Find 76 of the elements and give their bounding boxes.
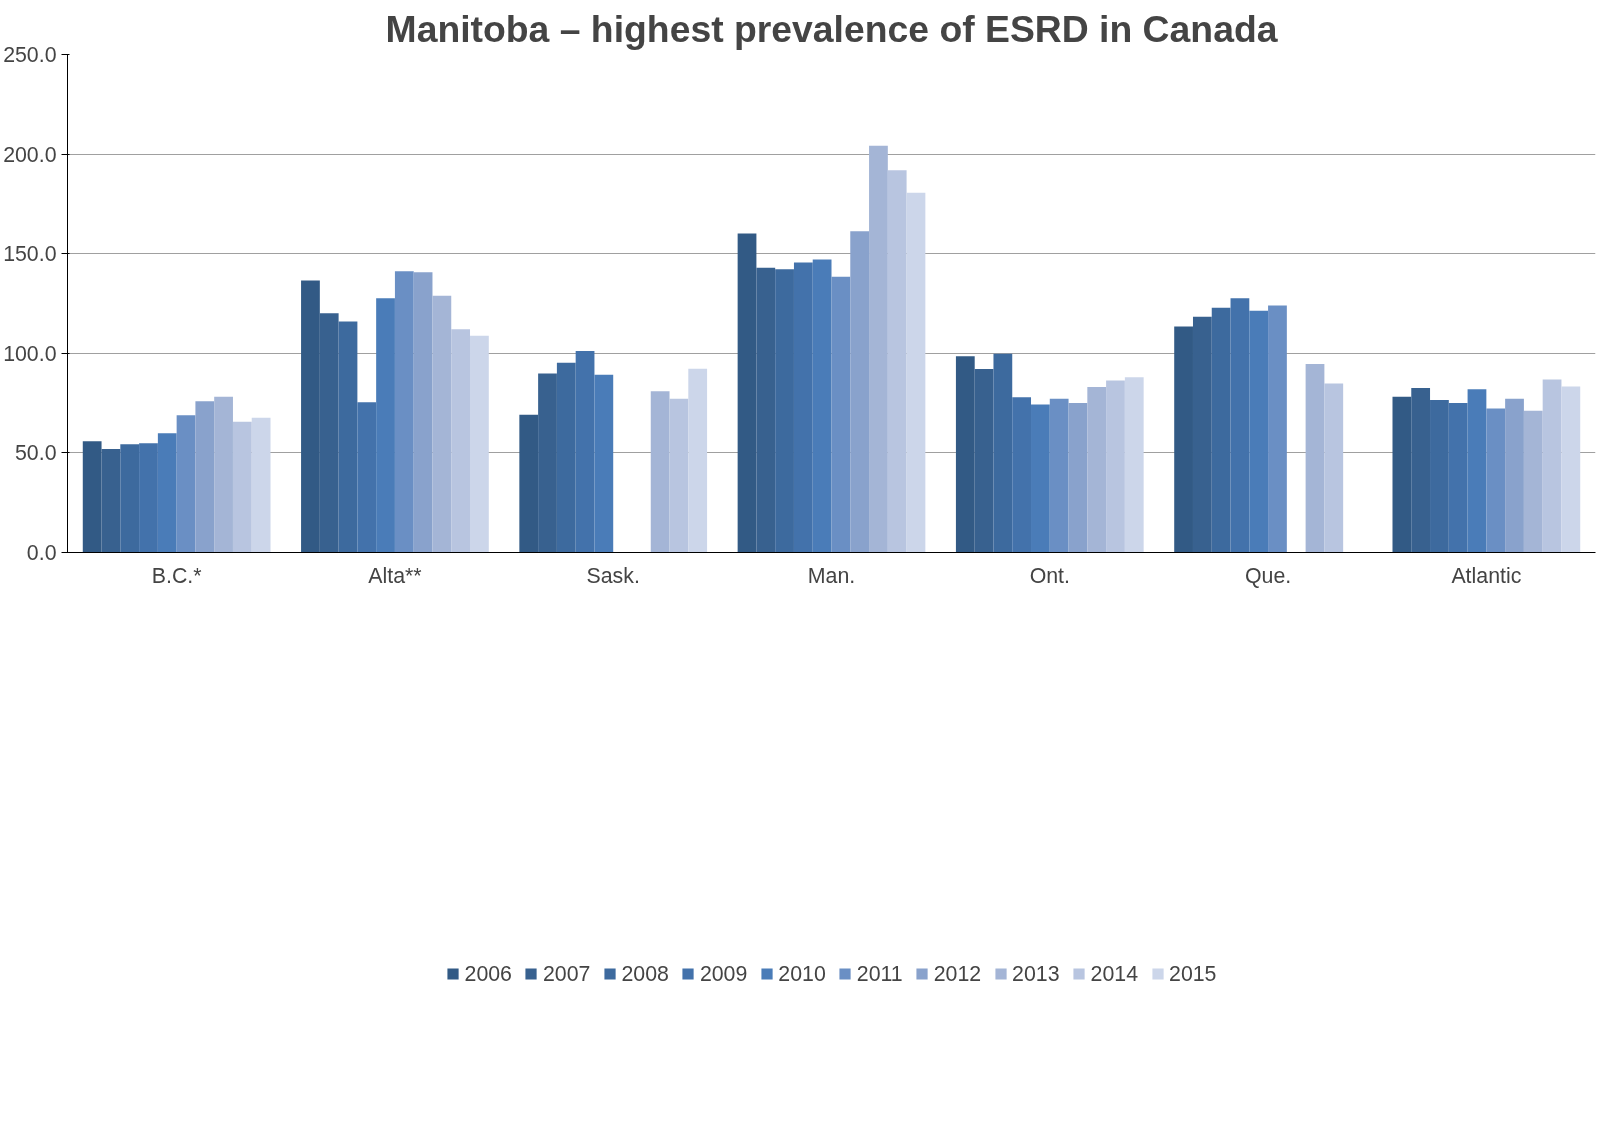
bar xyxy=(120,444,140,553)
bar xyxy=(793,262,813,553)
bar xyxy=(1068,402,1088,553)
legend-label: 2006 xyxy=(464,961,512,987)
legend-label: 2014 xyxy=(1090,961,1139,987)
bar xyxy=(594,374,614,553)
bar xyxy=(850,231,870,553)
bar xyxy=(176,415,196,553)
bar xyxy=(556,362,576,553)
bar xyxy=(1124,377,1144,553)
x-tick-label: Alta** xyxy=(368,563,422,588)
bar xyxy=(1523,410,1543,553)
bar xyxy=(1505,398,1524,553)
bar xyxy=(775,269,794,553)
legend-label: 2012 xyxy=(933,961,982,987)
bar xyxy=(1324,383,1344,553)
y-tick-label: 250.0 xyxy=(3,43,57,67)
bar xyxy=(1486,408,1506,553)
bar xyxy=(906,192,926,553)
bar xyxy=(1467,389,1487,553)
bar xyxy=(376,298,395,553)
bar xyxy=(214,396,233,553)
bar xyxy=(1305,364,1325,553)
bar xyxy=(394,271,414,553)
legend-label: 2015 xyxy=(1169,961,1217,987)
bar xyxy=(357,402,377,553)
bar xyxy=(831,276,851,553)
bar xyxy=(812,259,832,553)
bar xyxy=(251,417,271,553)
bar xyxy=(688,368,708,553)
bar xyxy=(1561,386,1581,553)
bar xyxy=(869,145,888,553)
x-tick-label: Que. xyxy=(1244,563,1292,588)
bar xyxy=(413,272,433,553)
legend-label: 2010 xyxy=(778,961,826,987)
bar xyxy=(1211,307,1231,553)
bar xyxy=(1448,402,1468,553)
bar xyxy=(1230,298,1250,553)
bar xyxy=(993,353,1013,553)
y-tick-label: 200.0 xyxy=(3,142,57,167)
legend-label: 2011 xyxy=(856,961,903,987)
x-tick-label: Man. xyxy=(807,563,856,588)
legend-label: 2013 xyxy=(1012,961,1060,987)
bar xyxy=(1430,399,1449,553)
legend-label: 2009 xyxy=(699,961,748,987)
legend-label: 2008 xyxy=(621,961,669,987)
chart-title: Manitoba – highest prevalence of ESRD in Canada xyxy=(385,7,1278,50)
bar xyxy=(1031,404,1050,553)
bar xyxy=(1249,310,1269,553)
x-tick-label: Atlantic xyxy=(1451,563,1522,588)
y-tick-label: 0.0 xyxy=(26,541,57,565)
bar xyxy=(1049,398,1069,553)
bar xyxy=(432,295,452,553)
x-tick-label: B.C.* xyxy=(151,563,202,588)
bar xyxy=(650,391,670,553)
y-tick-label: 100.0 xyxy=(3,341,57,366)
y-tick-label: 150.0 xyxy=(3,242,57,267)
bar xyxy=(887,170,907,553)
bar xyxy=(1268,305,1287,553)
bar xyxy=(575,351,595,553)
bar xyxy=(1087,386,1107,553)
bar xyxy=(1012,397,1032,553)
bar xyxy=(451,329,471,553)
bar xyxy=(232,421,252,553)
bar xyxy=(195,401,215,553)
x-tick-label: Ont. xyxy=(1029,563,1070,588)
legend-label: 2007 xyxy=(542,961,591,987)
y-tick-label: 50.0 xyxy=(14,441,57,466)
bar xyxy=(1106,380,1125,553)
bar xyxy=(338,321,358,553)
bar xyxy=(139,443,158,553)
bar xyxy=(669,398,689,553)
bar xyxy=(470,335,489,553)
bar xyxy=(157,433,177,553)
bar xyxy=(1542,379,1562,553)
x-tick-label: Sask. xyxy=(586,563,640,588)
